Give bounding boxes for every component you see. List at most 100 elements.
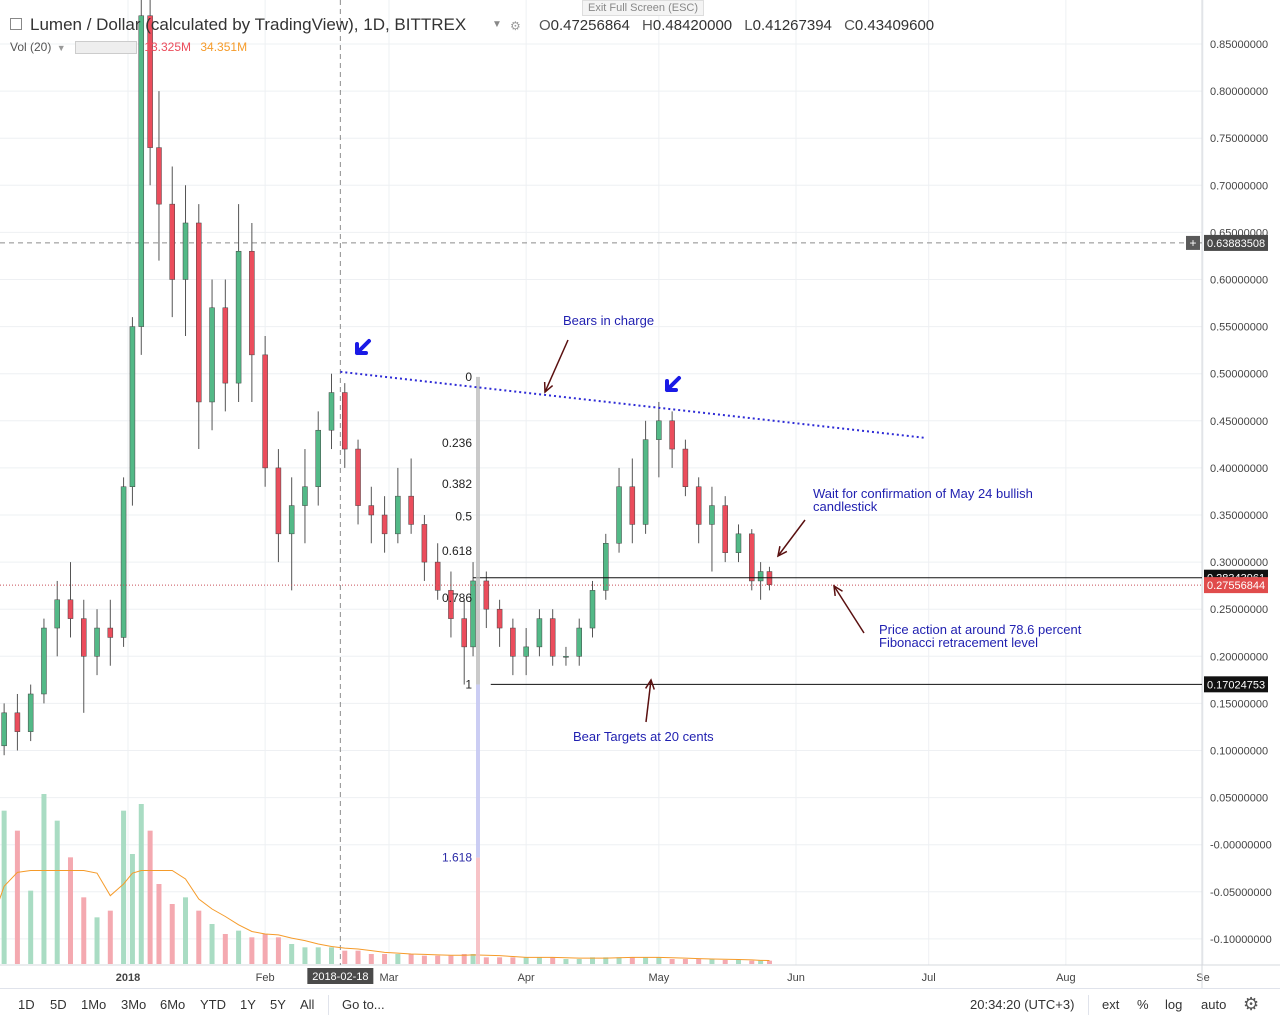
volume-bar [749,960,755,964]
fib-level-label: 0.618 [442,544,472,558]
candle-body [709,505,715,525]
candle-body [368,505,375,516]
candle-body [54,599,60,629]
volume-bar [629,957,635,964]
candle-body [576,627,582,657]
gear-icon[interactable]: ⚙ [1243,994,1260,1014]
candle-body [629,486,636,525]
volume-bar [129,854,135,964]
volume-legend: Vol (20) ▼ 13.325M 34.351M [10,40,248,55]
volume-bar [616,957,622,964]
volume-bar [54,820,60,964]
volume-bar [169,904,175,964]
price-tick-label: 0.10000000 [1210,746,1268,758]
chart-header: Lumen / Dollar (calculated by TradingVie… [0,0,1200,55]
price-tick-label: 0.45000000 [1210,416,1268,428]
candle-body [209,307,215,403]
time-axis-crosshair-label: 2018-02-18 [312,971,368,983]
volume-bar [461,954,467,964]
timeframe-3mo[interactable]: 3Mo [121,997,147,1012]
price-tick-label: -0.00000000 [1210,840,1272,852]
candle-body [461,618,467,648]
volume-bar [67,857,73,964]
fib-level-label: 0.236 [442,436,472,450]
candle-body [41,627,47,695]
settings-icon[interactable]: ⚙ [510,19,521,33]
collapse-icon[interactable] [10,18,22,30]
candle-body [656,420,662,440]
candle-body [169,203,175,280]
timeframe-1d[interactable]: 1D [18,997,35,1012]
volume-bar [14,830,20,964]
candle-body [138,15,145,327]
volume-tools-icon[interactable] [74,41,137,55]
timeframe-all[interactable]: All [300,997,315,1012]
volume-label[interactable]: Vol (20) [10,40,52,54]
toolbar-divider [328,995,329,1015]
volume-bar [758,960,764,964]
candle-body [120,486,127,638]
annotation-text: candlestick [813,499,878,514]
price-tick-label: -0.05000000 [1210,887,1272,899]
exit-fullscreen-button[interactable]: Exit Full Screen (ESC) [582,0,705,16]
price-tick-label: 0.55000000 [1210,322,1268,334]
timeframe-5d[interactable]: 5D [50,997,67,1012]
annotation-arrow [645,679,652,723]
plot-background [0,0,1202,965]
annotation-arrow-head [644,678,655,690]
candle-body [642,439,649,525]
candle-body [156,147,162,205]
volume-bar [408,954,414,964]
candle-body [536,618,543,648]
time-tick-label: Jul [922,972,936,984]
volume-bar [550,957,556,964]
candle-body [315,429,321,487]
chevron-down-icon[interactable]: ▼ [56,43,66,53]
volume-bar [421,955,427,964]
price-tick-label: -0.10000000 [1210,934,1272,946]
candle-body [603,543,609,591]
symbol-title[interactable]: Lumen / Dollar (calculated by TradingVie… [30,15,467,34]
annotation-arrow-head [543,381,554,394]
close-value: 0.43409600 [854,17,935,34]
volume-ma-value: 34.351M [200,40,248,54]
time-readout[interactable]: 20:34:20 (UTC+3) [970,997,1075,1012]
timeframe-ytd[interactable]: YTD [200,997,226,1012]
auto-toggle[interactable]: auto [1201,997,1227,1012]
percent-toggle[interactable]: % [1137,997,1149,1012]
chevron-down-icon[interactable]: ▼ [492,19,502,30]
volume-bar [709,959,715,964]
volume-bar [497,957,503,964]
goto-button[interactable]: Go to... [342,997,385,1012]
high-label: H [642,17,653,34]
candle-body [1,712,7,747]
candle-body [749,533,755,582]
candle-body [147,15,153,148]
timeframe-5y[interactable]: 5Y [270,997,286,1012]
high-value: 0.48420000 [652,17,733,34]
timeframe-1mo[interactable]: 1Mo [81,997,107,1012]
price-axis-label-box [1204,676,1268,693]
price-tick-label: 0.70000000 [1210,180,1268,192]
price-chart[interactable]: 0.85000000 0.80000000 0.75000000 0.70000000… [0,0,1280,988]
candle-body [408,495,414,525]
timeframe-1y[interactable]: 1Y [240,997,256,1012]
price-axis-label-box [1204,577,1268,594]
log-toggle[interactable]: log [1165,997,1183,1012]
volume-bar [590,957,596,964]
volume-bar [275,937,281,964]
ext-toggle[interactable]: ext [1102,997,1120,1012]
candle-body [448,590,454,619]
ohlc-readout: ⚙ O0.47256864 H0.48420000 L0.41267394 C0… [510,17,934,34]
volume-bar [262,934,268,964]
timeframe-6mo[interactable]: 6Mo [160,997,186,1012]
candle-body [695,486,702,525]
volume-value: 13.325M [144,40,192,54]
annotation-arrow-head [776,546,788,558]
annotation-text: Bears in charge [563,313,654,328]
low-label: L [744,17,753,34]
candle-body [757,571,764,582]
price-tick-label: 0.40000000 [1210,463,1268,475]
volume-bar [289,944,295,964]
